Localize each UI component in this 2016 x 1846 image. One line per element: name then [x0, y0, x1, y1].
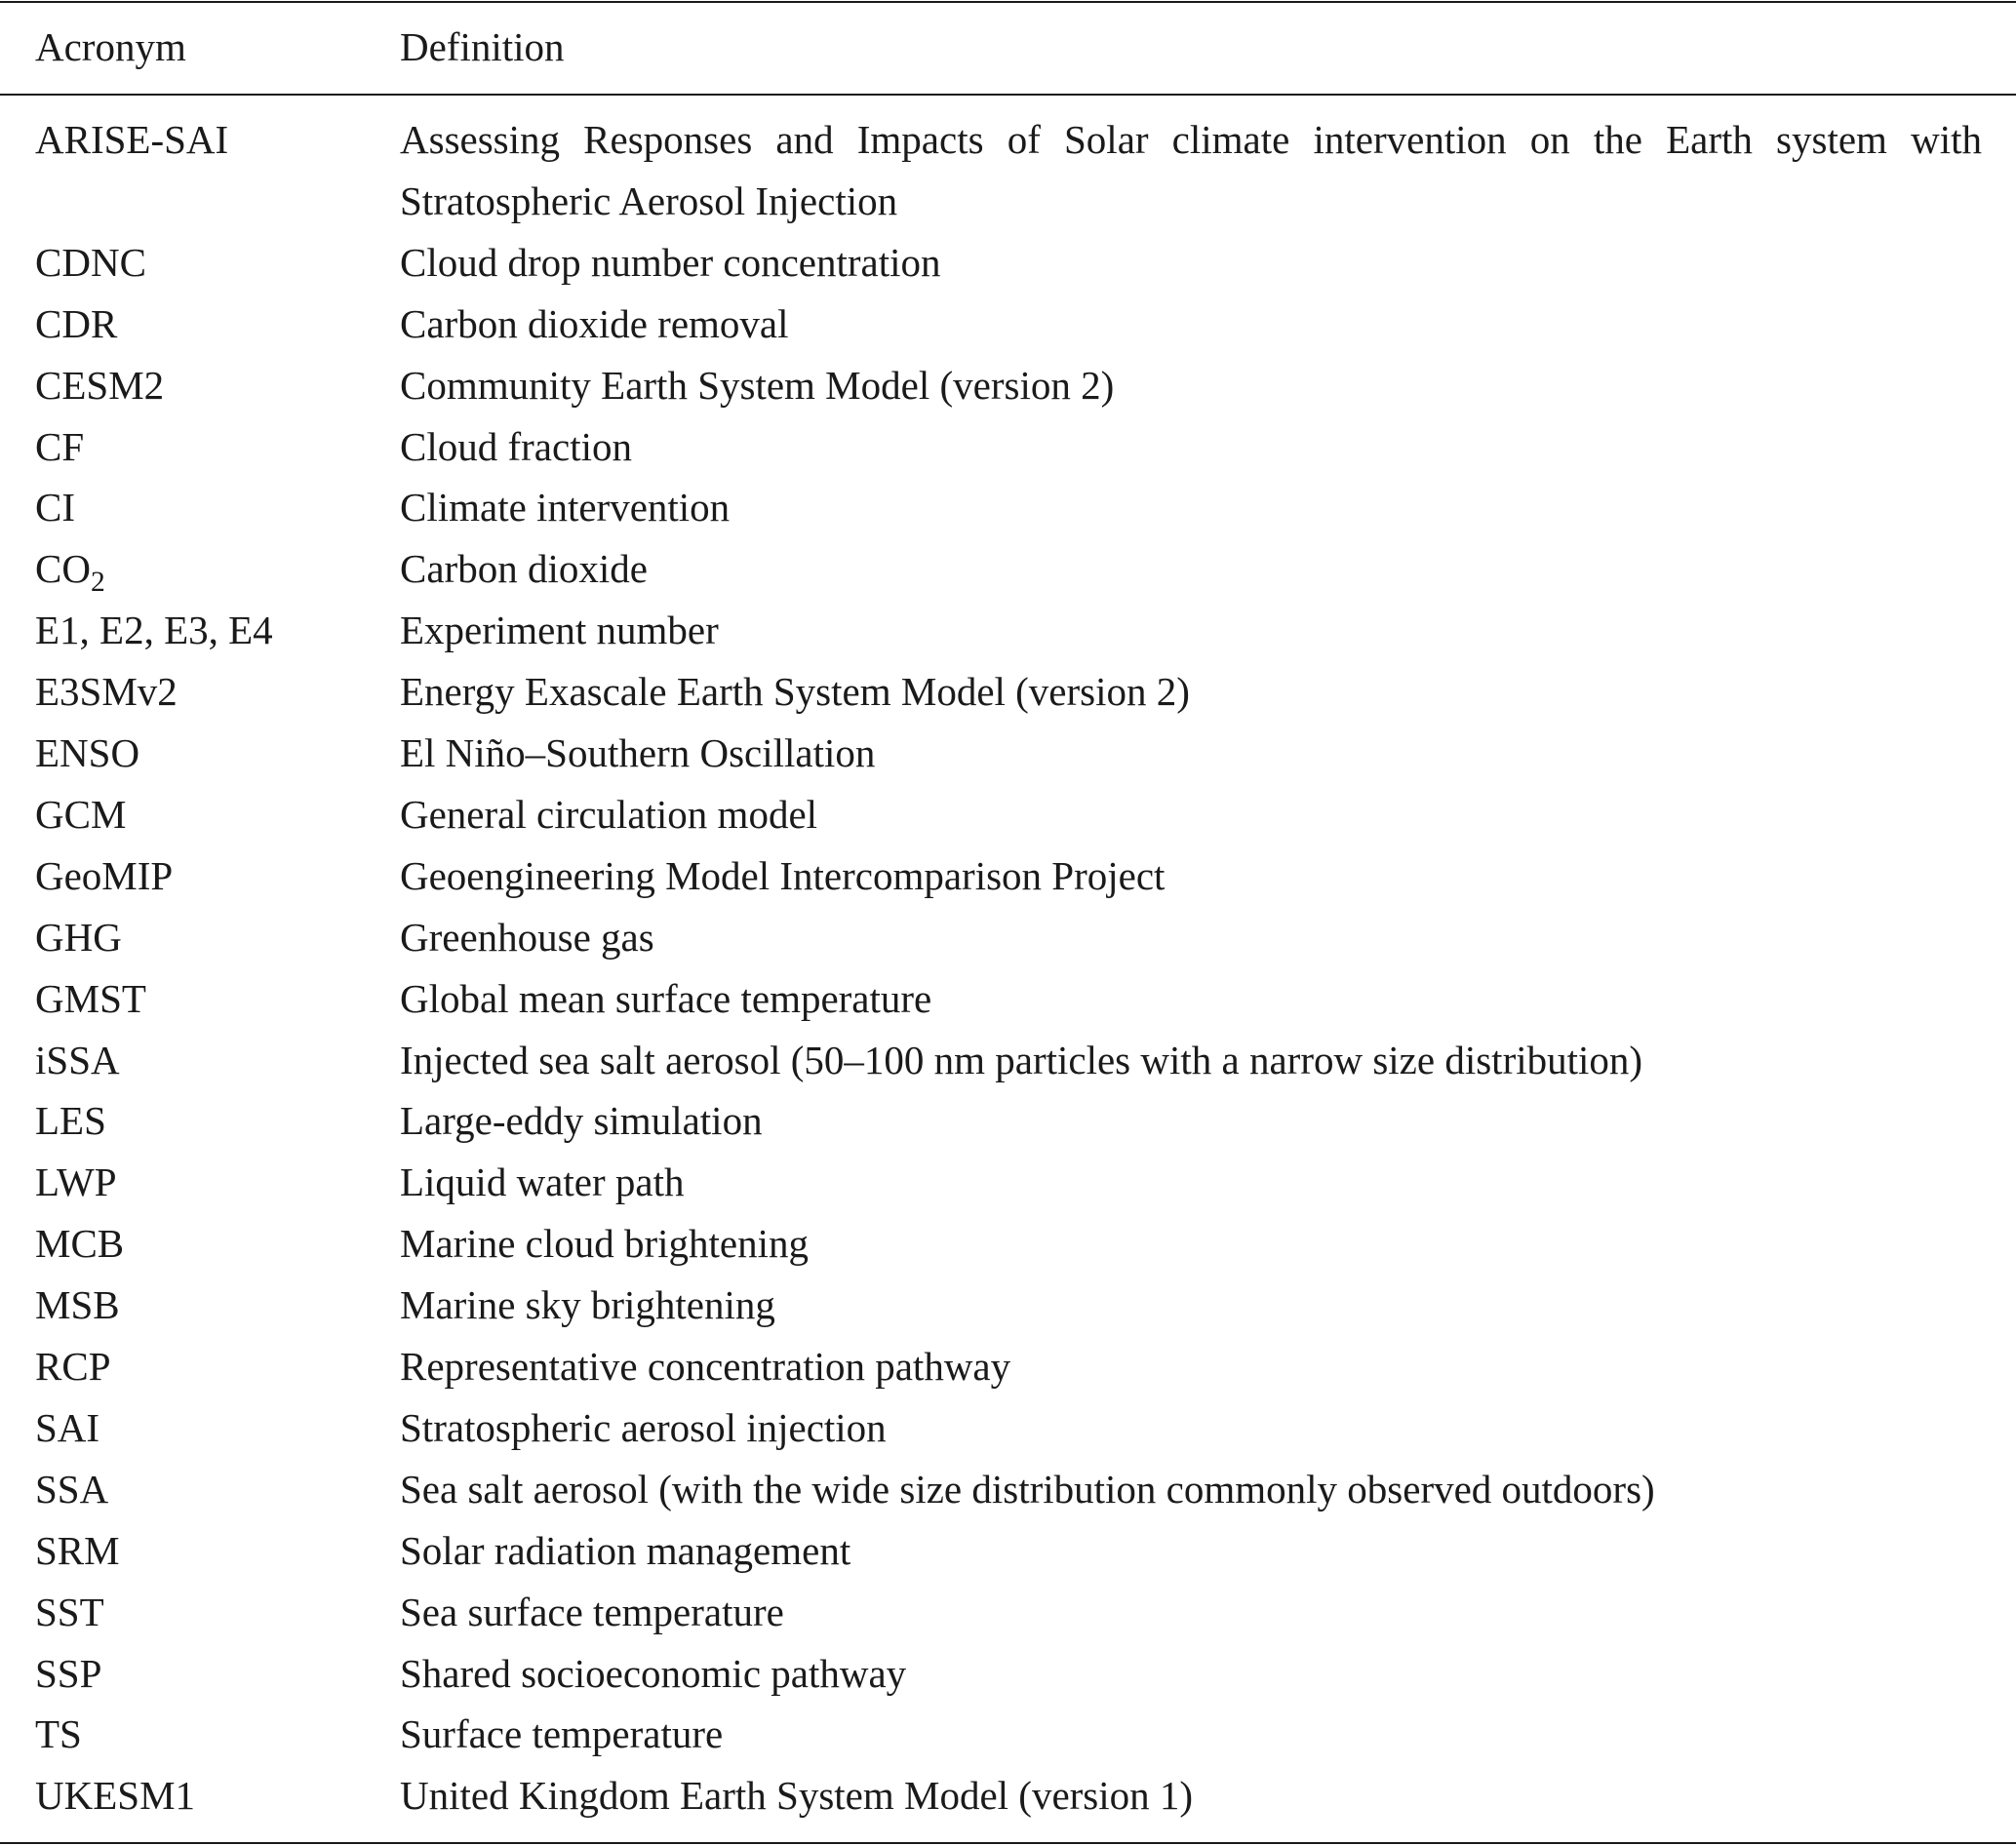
acronym-text: TS	[35, 1711, 82, 1757]
acronym-cell: CESM2	[35, 355, 164, 416]
definition-cell: Representative concentration pathway	[400, 1344, 1011, 1389]
acronym-text: UKESM1	[35, 1773, 196, 1819]
acronym-cell: CF	[35, 416, 84, 478]
definition-cell: Marine cloud brightening	[400, 1221, 810, 1267]
acronym-text: CF	[35, 423, 85, 469]
acronym-cell: CDR	[35, 294, 117, 355]
acronym-text: ENSO	[35, 730, 140, 775]
acronym-text: SAI	[35, 1404, 100, 1450]
acronym-text: CESM2	[35, 362, 165, 408]
acronym-cell: SST	[35, 1582, 104, 1643]
acronym-text: CDNC	[35, 239, 146, 285]
acronym-cell: SSP	[35, 1643, 101, 1705]
definition-cell: Surface temperature	[400, 1711, 724, 1757]
acronym-cell: E3SMv2	[35, 661, 178, 723]
table-header: Acronym Definition	[0, 18, 2016, 76]
acronym-text: SST	[35, 1589, 104, 1634]
definition-cell: Large-eddy simulation	[400, 1098, 763, 1144]
header-acronym: Acronym	[35, 24, 186, 69]
definition-cell: Liquid water path	[400, 1159, 685, 1205]
definition-cell: Geoengineering Model Intercomparison Pro…	[400, 852, 1166, 898]
definition-cell: Marine sky brightening	[400, 1282, 775, 1328]
acronym-cell: MCB	[35, 1213, 124, 1275]
acronym-cell: GHG	[35, 907, 122, 968]
acronym-cell: GeoMIP	[35, 845, 173, 907]
acronym-text: CO	[35, 546, 91, 592]
acronym-cell: UKESM1	[35, 1765, 195, 1826]
definition-cell: El Niño–Southern Oscillation	[400, 730, 876, 775]
acronym-cell: CO2	[35, 538, 105, 600]
definition-cell: Community Earth System Model (version 2)	[400, 362, 1115, 408]
acronym-cell: RCP	[35, 1336, 111, 1397]
definition-cell: Sea salt aerosol (with the wide size dis…	[400, 1466, 1655, 1512]
definition-cell: Carbon dioxide	[400, 546, 648, 592]
definition-cell: Injected sea salt aerosol (50–100 nm par…	[400, 1037, 1643, 1082]
acronym-cell: GCM	[35, 784, 126, 845]
definition-cell: Energy Exascale Earth System Model (vers…	[400, 669, 1190, 715]
definition-cell: Greenhouse gas	[400, 914, 654, 960]
definition-cell: Assessing Responses and Impacts of Solar…	[400, 117, 1982, 223]
acronym-text: E3SMv2	[35, 669, 178, 715]
acronym-cell: SRM	[35, 1520, 120, 1582]
definition-cell: Cloud fraction	[400, 423, 632, 469]
acronym-text: iSSA	[35, 1037, 120, 1082]
header-definition: Definition	[400, 24, 565, 69]
acronym-cell: LWP	[35, 1152, 117, 1213]
acronym-text: RCP	[35, 1344, 111, 1389]
acronym-text: GHG	[35, 914, 122, 960]
definition-cell: Sea surface temperature	[400, 1589, 784, 1634]
acronym-text: SSA	[35, 1466, 109, 1512]
definition-cell: Global mean surface temperature	[400, 975, 932, 1021]
definition-cell: Experiment number	[400, 608, 719, 653]
acronym-cell: CDNC	[35, 232, 146, 294]
acronym-text: CDR	[35, 300, 118, 346]
acronym-text: SSP	[35, 1650, 102, 1696]
definition-cell: Climate intervention	[400, 485, 731, 530]
top-rule	[0, 1, 2016, 3]
acronym-cell: ENSO	[35, 723, 139, 784]
definition-cell: United Kingdom Earth System Model (versi…	[400, 1773, 1194, 1819]
acronym-cell: E1, E2, E3, E4	[35, 600, 273, 661]
acronym-cell: CI	[35, 477, 75, 538]
definition-cell: Solar radiation management	[400, 1527, 851, 1573]
acronym-cell: SAI	[35, 1397, 99, 1459]
definition-cell: Stratospheric aerosol injection	[400, 1404, 887, 1450]
acronym-cell: GMST	[35, 968, 146, 1030]
acronym-cell: ARISE-SAI	[35, 109, 228, 171]
acronym-subscript: 2	[90, 567, 105, 599]
definition-cell: General circulation model	[400, 791, 818, 837]
acronym-text: ARISE-SAI	[35, 117, 229, 162]
acronym-text: LWP	[35, 1159, 117, 1205]
acronym-text: MCB	[35, 1221, 125, 1267]
acronym-text: CI	[35, 485, 75, 530]
definition-cell: Cloud drop number concentration	[400, 239, 941, 285]
acronym-text: MSB	[35, 1282, 120, 1328]
bottom-rule	[0, 1842, 2016, 1844]
definition-cell: Carbon dioxide removal	[400, 300, 789, 346]
acronym-cell: TS	[35, 1704, 82, 1765]
header-rule	[0, 94, 2016, 96]
acronym-text: E1, E2, E3, E4	[35, 608, 273, 653]
acronym-cell: LES	[35, 1090, 106, 1152]
acronym-text: LES	[35, 1098, 106, 1144]
acronym-text: SRM	[35, 1527, 120, 1573]
acronym-cell: SSA	[35, 1459, 108, 1520]
acronym-text: GMST	[35, 975, 146, 1021]
acronym-text: GeoMIP	[35, 852, 174, 898]
acronym-cell: MSB	[35, 1275, 120, 1336]
acronym-text: GCM	[35, 791, 127, 837]
acronym-cell: iSSA	[35, 1030, 120, 1091]
definition-cell: Shared socioeconomic pathway	[400, 1650, 907, 1696]
